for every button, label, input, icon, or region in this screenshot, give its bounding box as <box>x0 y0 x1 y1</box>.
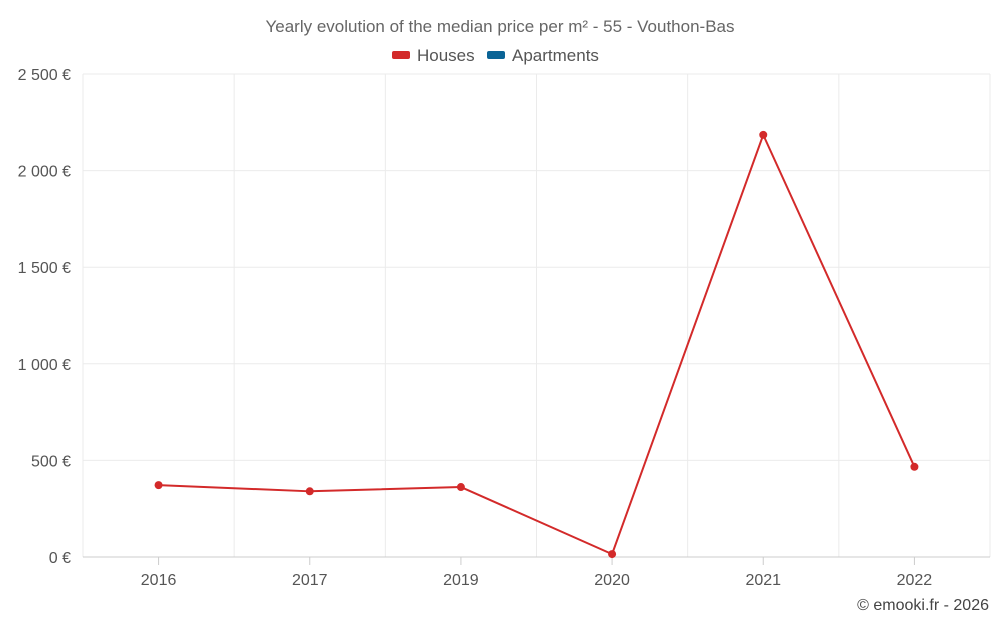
y-tick-label: 1 000 € <box>18 357 71 374</box>
y-axis: 0 € 500 € 1 000 € 1 500 € 2 000 € 2 500 € <box>18 67 71 567</box>
legend-label-apartments: Apartments <box>512 46 599 65</box>
chart-title: Yearly evolution of the median price per… <box>265 17 734 36</box>
credit-text: © emooki.fr - 2026 <box>857 597 989 614</box>
data-point-houses[interactable] <box>305 487 314 496</box>
x-tick-label: 2021 <box>745 572 781 589</box>
y-tick-label: 1 500 € <box>18 260 71 277</box>
grid <box>82 73 991 558</box>
data-point-houses[interactable] <box>910 462 919 471</box>
y-tick-label: 2 500 € <box>18 67 71 84</box>
series-line-houses <box>158 133 916 556</box>
data-point-houses[interactable] <box>456 483 465 492</box>
legend-item-apartments[interactable]: Apartments <box>487 46 599 65</box>
legend: Houses Apartments <box>392 46 599 65</box>
x-tick-label: 2022 <box>897 572 933 589</box>
data-point-houses[interactable] <box>154 481 163 490</box>
series-houses <box>154 130 919 559</box>
y-tick-label: 2 000 € <box>18 164 71 181</box>
x-tick-label: 2019 <box>443 572 479 589</box>
x-axis: 2016 2017 2019 2020 2021 2022 <box>83 556 990 589</box>
y-tick-label: 500 € <box>31 453 71 470</box>
legend-swatch-houses <box>392 51 410 59</box>
legend-swatch-apartments <box>487 51 505 59</box>
legend-label-houses: Houses <box>417 46 475 65</box>
legend-item-houses[interactable]: Houses <box>392 46 475 65</box>
y-tick-label: 0 € <box>49 550 71 567</box>
x-tick-label: 2020 <box>594 572 630 589</box>
x-tick-label: 2016 <box>141 572 177 589</box>
data-point-houses[interactable] <box>608 550 617 559</box>
x-tick-label: 2017 <box>292 572 328 589</box>
data-point-houses[interactable] <box>759 130 768 139</box>
